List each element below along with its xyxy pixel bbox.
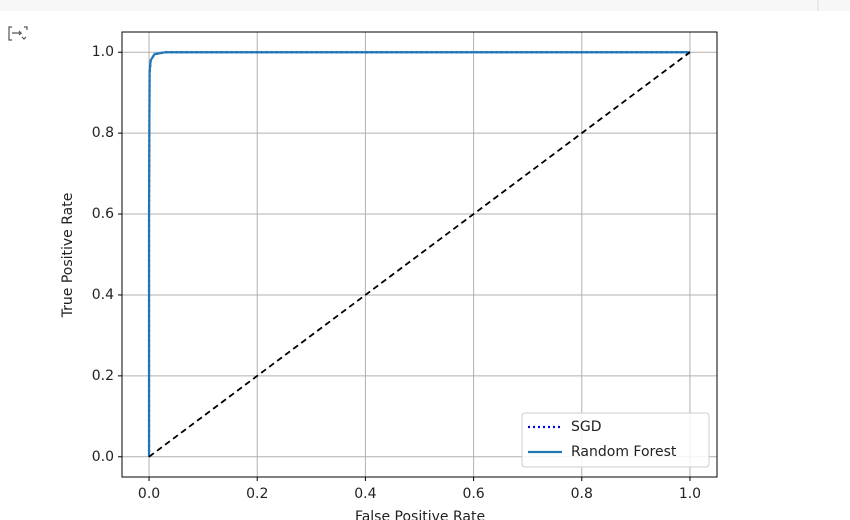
- y-axis-label: True Positive Rate: [60, 193, 76, 319]
- y-tick-label: 1.0: [92, 44, 114, 60]
- y-tick-label: 0.6: [92, 206, 114, 222]
- reference-line: [148, 51, 691, 458]
- x-axis-label: False Positive Rate: [355, 509, 485, 520]
- x-tick-label: 0.0: [138, 486, 160, 502]
- x-tick-label: 0.2: [246, 486, 268, 502]
- y-tick-label: 0.8: [92, 125, 114, 141]
- x-tick-label: 0.6: [462, 486, 484, 502]
- toolbar-strip: [0, 0, 850, 11]
- legend-label: SGD: [571, 419, 602, 435]
- plot-area: [122, 32, 717, 477]
- y-tick-label: 0.0: [92, 449, 114, 465]
- plot-frame: [121, 31, 718, 478]
- x-tick-label: 0.8: [571, 486, 593, 502]
- roc-line: [147, 51, 690, 457]
- x-tick-label: 0.4: [354, 486, 376, 502]
- legend-box: [521, 412, 710, 468]
- y-tick-label: 0.2: [92, 368, 114, 384]
- x-tick-label: 1.0: [679, 486, 701, 502]
- y-tick-label: 0.4: [92, 287, 114, 303]
- legend-label: Random Forest: [571, 444, 677, 460]
- output-icon[interactable]: [8, 26, 28, 41]
